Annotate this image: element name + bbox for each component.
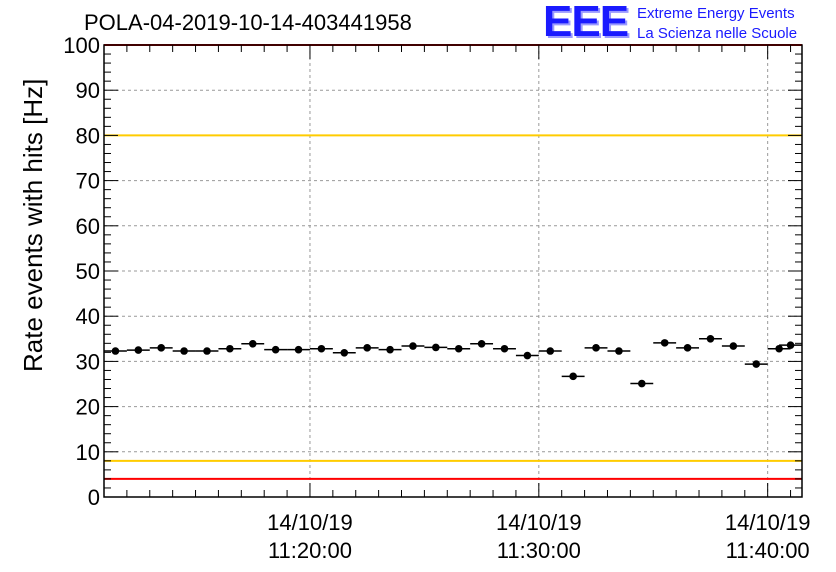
data-points <box>104 335 802 388</box>
data-point <box>615 347 623 355</box>
y-tick-label: 70 <box>76 169 100 194</box>
y-tick-label: 40 <box>76 304 100 329</box>
y-tick-label: 100 <box>63 33 100 58</box>
reference-lines <box>104 44 802 480</box>
axis-ticks <box>103 44 802 498</box>
data-point <box>294 345 303 354</box>
data-point <box>226 344 234 353</box>
data-point <box>248 339 257 348</box>
data-point <box>523 351 532 360</box>
logo-line-2: La Scienza nelle Scuole <box>637 25 798 42</box>
x-tick-labels: 14/10/19 11:20:00 14/10/19 11:30:00 14/10/19… <box>267 510 810 563</box>
y-tick-labels: 0 10 20 30 40 50 60 70 80 90 100 <box>63 33 100 510</box>
data-point <box>477 339 486 348</box>
data-point <box>363 344 371 352</box>
x-tick-label-time: 11:30:00 <box>497 538 581 563</box>
x-tick-label-date: 14/10/19 <box>496 510 582 535</box>
chart-title: POLA-04-2019-10-14-403441958 <box>84 10 412 35</box>
data-point <box>683 344 692 352</box>
x-tick-label-time: 11:20:00 <box>268 538 352 563</box>
data-point <box>317 344 326 353</box>
data-point <box>134 346 143 354</box>
data-point <box>157 344 166 352</box>
data-point <box>180 347 188 355</box>
data-point <box>569 372 577 381</box>
data-point <box>660 339 669 347</box>
data-point <box>592 344 600 352</box>
y-tick-label: 30 <box>76 349 100 374</box>
y-tick-label: 90 <box>76 78 100 103</box>
data-point <box>340 349 349 357</box>
data-point <box>432 343 440 352</box>
data-point <box>454 344 463 353</box>
data-point <box>203 347 211 355</box>
y-tick-label: 0 <box>88 485 100 510</box>
grid-lines <box>104 44 802 498</box>
data-point <box>271 345 280 354</box>
x-tick-label-date: 14/10/19 <box>725 510 811 535</box>
y-tick-label: 50 <box>76 259 100 284</box>
logo-line-1: Extreme Energy Events <box>637 5 795 22</box>
data-point <box>500 344 509 353</box>
data-point <box>111 347 120 355</box>
data-point <box>386 345 394 354</box>
data-point <box>706 335 715 343</box>
x-tick-label-time: 11:40:00 <box>726 538 810 563</box>
data-point <box>638 379 646 388</box>
data-point <box>786 341 795 349</box>
data-point <box>752 360 761 368</box>
eee-logo: EEE <box>543 0 629 46</box>
y-tick-label: 20 <box>76 395 100 420</box>
data-point <box>775 344 783 353</box>
y-tick-label: 80 <box>76 123 100 148</box>
x-tick-label-date: 14/10/19 <box>267 510 353 535</box>
y-axis-label: Rate events with hits [Hz] <box>18 78 48 372</box>
y-tick-label: 60 <box>76 214 100 239</box>
y-tick-label: 10 <box>76 440 100 465</box>
data-point <box>729 342 738 350</box>
data-point <box>546 347 555 355</box>
data-point <box>409 342 417 350</box>
